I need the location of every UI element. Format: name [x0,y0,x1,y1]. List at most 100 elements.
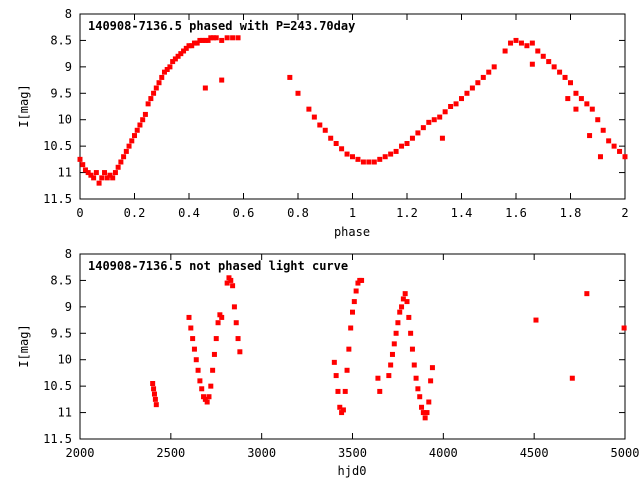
data-point [533,317,539,323]
x-tick-label: 3500 [338,446,367,460]
data-point [88,172,94,178]
data-point [191,346,197,352]
data-point [142,111,148,117]
data-point [202,85,208,91]
data-point [340,407,346,413]
unphased-light-curve-panel: 140908-7136.5 not phased light curve hjd… [17,247,639,478]
x-tick-label: 4500 [520,446,549,460]
data-point [102,170,108,176]
data-point [202,396,208,402]
data-point [409,346,415,352]
data-point [188,325,194,331]
y-tick-label: 10 [58,353,72,367]
data-point [153,85,159,91]
data-point [486,69,492,75]
data-point [587,133,593,139]
x-tick-label: 5000 [611,446,640,460]
data-point [622,154,628,160]
data-point [337,404,343,410]
data-point [573,106,579,112]
data-point [339,410,345,416]
data-point [140,117,146,123]
data-point [513,37,519,43]
data-point [322,127,328,133]
data-point [126,143,132,149]
data-point [161,69,167,75]
data-point [546,59,552,65]
y-tick-label: 8 [65,7,72,21]
data-point [167,64,173,70]
data-point [422,415,428,421]
data-point [424,410,430,416]
y-tick-label: 9.5 [50,326,72,340]
data-point [85,170,91,176]
data-point [342,388,348,394]
x-tick-label: 0.8 [287,206,309,220]
data-point [375,375,381,381]
data-point [597,154,603,160]
data-point [448,104,454,109]
data-point [211,35,217,41]
x-tick-label: 0.2 [124,206,146,220]
data-point [584,291,590,297]
data-point [191,40,197,46]
data-point [535,48,541,54]
y-tick-label: 9 [65,60,72,74]
data-point [107,172,113,178]
data-point [429,365,435,371]
data-point [413,375,419,381]
y-tick-label: 8 [65,247,72,261]
data-point [518,40,524,46]
data-point [573,90,579,96]
data-point [589,106,595,112]
data-point [205,37,211,43]
y-tick-label: 8.5 [50,273,72,287]
data-point [371,159,377,165]
data-point [584,101,590,107]
x-tick-label: 0.6 [233,206,255,220]
data-point [306,106,312,112]
data-point [219,77,225,83]
data-point [186,43,192,49]
data-point [395,320,401,326]
data-point [80,162,86,168]
data-point [115,164,121,170]
data-point [540,53,546,59]
y-tick-label: 9.5 [50,86,72,100]
data-point [377,156,383,162]
data-point [190,336,196,342]
phased-light-curve-panel: 140908-7136.5 phased with P=243.70day ph… [17,7,629,239]
data-point [210,367,216,373]
data-point [159,74,165,80]
x-axis-ticks: 2000 2500 3000 3500 4000 4500 5000 [66,254,640,460]
data-point [208,35,214,41]
data-point [491,64,497,70]
data-point [123,148,129,154]
data-point [611,143,617,149]
data-point [344,367,350,373]
data-point [404,141,410,146]
data-point [134,127,140,133]
data-point [82,167,88,173]
data-point [333,373,339,379]
x-tick-label: 2000 [66,446,95,460]
x-tick-label: 2500 [156,446,185,460]
x-tick-label: 1.4 [451,206,473,220]
data-point [219,314,225,320]
data-point [112,170,118,176]
data-point [426,399,432,405]
data-point [170,59,176,65]
x-tick-label: 2 [621,206,628,220]
data-point [350,309,355,315]
data-point [132,133,137,139]
data-point [178,51,184,57]
data-point [399,304,405,310]
data-point [181,48,187,54]
data-point [420,410,426,416]
data-point [404,299,410,305]
data-point [206,394,212,400]
x-tick-label: 0.4 [178,206,200,220]
data-point [172,56,178,62]
data-point [150,381,156,386]
